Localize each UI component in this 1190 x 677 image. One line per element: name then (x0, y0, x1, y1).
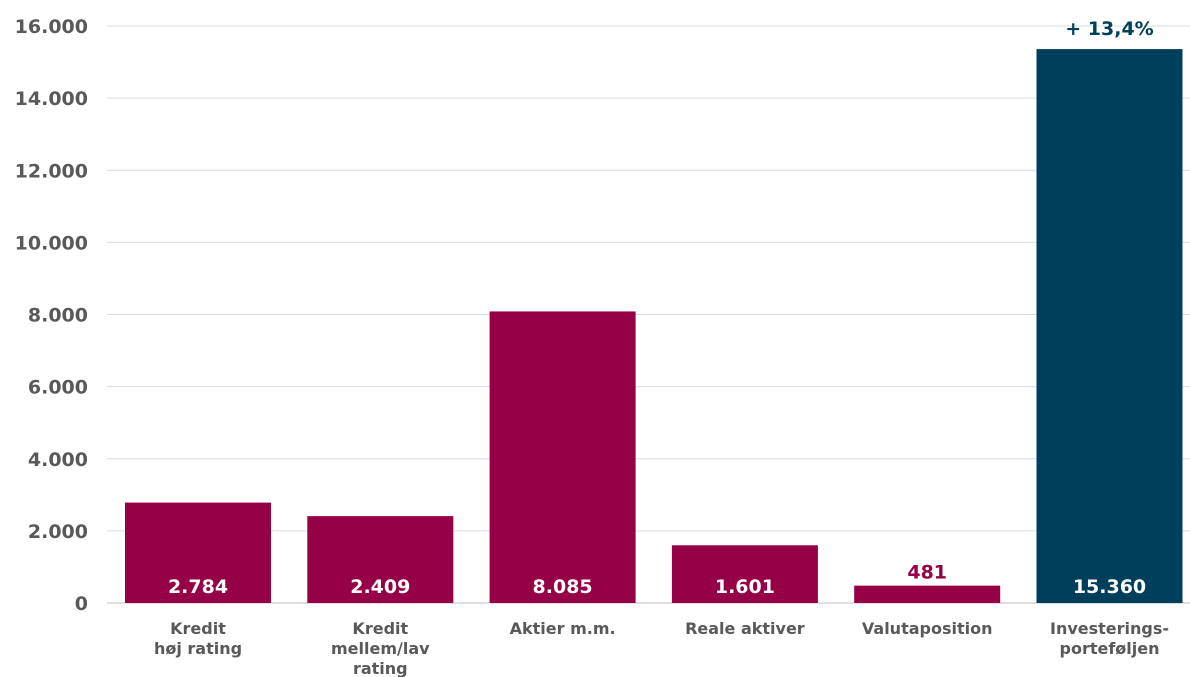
data-label: 1.601 (715, 576, 775, 598)
y-tick-label: 2.000 (28, 521, 88, 543)
x-tick-label-line: Investerings- (1050, 619, 1169, 638)
x-tick-label-line: høj rating (154, 639, 242, 658)
data-label: 2.409 (350, 576, 410, 598)
x-tick-label-line: Valutaposition (862, 619, 993, 638)
y-tick-label: 4.000 (28, 449, 88, 471)
bar (125, 502, 271, 603)
x-tick-label: Kredit høj rating (154, 619, 242, 658)
data-label: 481 (907, 562, 947, 584)
gridlines (107, 25, 1190, 604)
bar (489, 311, 636, 603)
x-tick-label-line: porteføljen (1060, 639, 1160, 658)
x-tick-label: Valutaposition (862, 619, 993, 638)
bars: 2.784 2.409 8.085 1.601 481 15.360 + 13,4% (125, 18, 1183, 603)
x-tick-label-line: Kredit (170, 619, 226, 638)
change-annotation: + 13,4% (1065, 18, 1153, 40)
bar (854, 585, 1001, 603)
x-tick-label-line: rating (353, 659, 408, 677)
data-label: 8.085 (533, 576, 593, 598)
bar (671, 545, 818, 603)
y-axis: 0 2.000 4.000 6.000 8.000 10.000 12.000 14.000 1… (15, 16, 88, 615)
data-label: 15.360 (1073, 576, 1146, 598)
y-tick-label: 0 (75, 593, 88, 615)
y-tick-label: 12.000 (15, 160, 88, 182)
x-tick-label-line: Kredit (352, 619, 408, 638)
x-tick-label: Investerings-porteføljen (1050, 619, 1169, 658)
x-tick-label-line: Reale aktiver (685, 619, 805, 638)
y-tick-label: 6.000 (28, 377, 88, 399)
y-tick-label: 8.000 (28, 305, 88, 327)
x-tick-label-line: mellem/lav (331, 639, 430, 658)
bar (307, 516, 454, 603)
x-tick-label: Kredit mellem/lav rating (331, 619, 430, 677)
data-label: 2.784 (168, 576, 228, 598)
y-tick-label: 10.000 (15, 232, 88, 254)
y-tick-label: 14.000 (15, 88, 88, 110)
x-tick-label-line: Aktier m.m. (510, 619, 616, 638)
x-tick-label: Reale aktiver (685, 619, 805, 638)
x-tick-label: Aktier m.m. (510, 619, 616, 638)
y-tick-label: 16.000 (15, 16, 88, 38)
bar (1036, 49, 1183, 603)
